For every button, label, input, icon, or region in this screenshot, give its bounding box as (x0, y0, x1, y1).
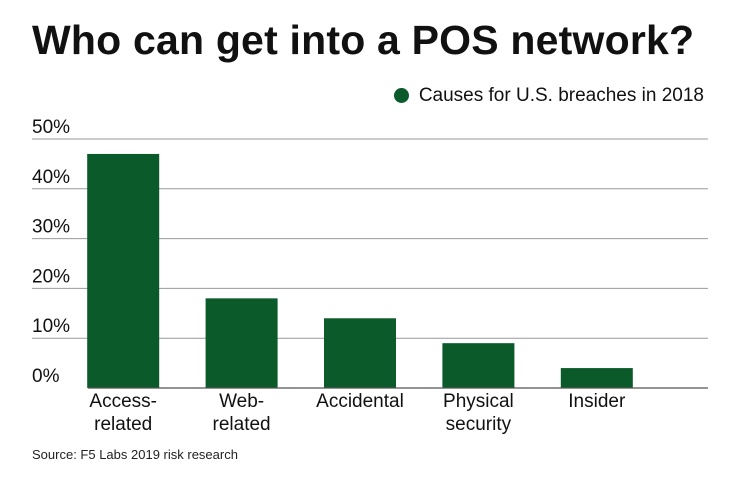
bar (205, 298, 278, 388)
x-tick-label: Physical (443, 391, 514, 412)
y-tick-label: 20% (32, 266, 70, 287)
chart-legend: Causes for U.S. breaches in 2018 (393, 85, 704, 106)
bar (560, 368, 633, 388)
legend-label: Causes for U.S. breaches in 2018 (418, 85, 704, 106)
x-tick-label: Web- (219, 391, 264, 412)
y-tick-label: 0% (32, 366, 60, 387)
x-tick-label: Accidental (316, 391, 404, 412)
x-tick-label: Access- (89, 391, 157, 412)
x-tick-label: related (213, 414, 271, 435)
x-tick-label: Insider (568, 391, 626, 412)
x-tick-label: related (94, 414, 152, 435)
y-tick-label: 40% (32, 167, 70, 188)
bar (87, 153, 160, 388)
bar (324, 318, 396, 388)
legend-marker (393, 88, 409, 103)
source-note: Source: F5 Labs 2019 risk research (32, 447, 238, 462)
y-tick-label: 30% (32, 217, 70, 238)
chart-title: Who can get into a POS network? (32, 17, 695, 63)
y-tick-label: 50% (32, 117, 70, 138)
bar (442, 343, 515, 388)
y-tick-label: 10% (32, 316, 70, 337)
x-tick-label: security (446, 414, 512, 435)
